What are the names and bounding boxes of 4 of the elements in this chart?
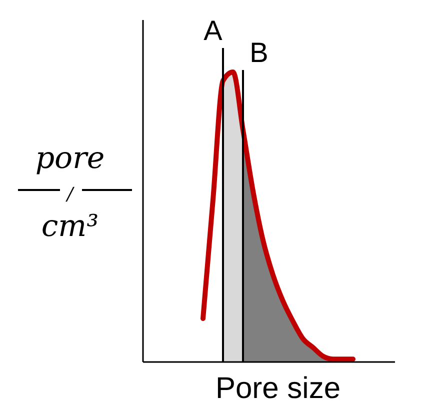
text: B <box>250 37 268 68</box>
text: A <box>204 15 223 46</box>
y-axis-title: pore/cm³ <box>35 141 105 244</box>
x-axis-title: Pore size <box>215 372 341 405</box>
